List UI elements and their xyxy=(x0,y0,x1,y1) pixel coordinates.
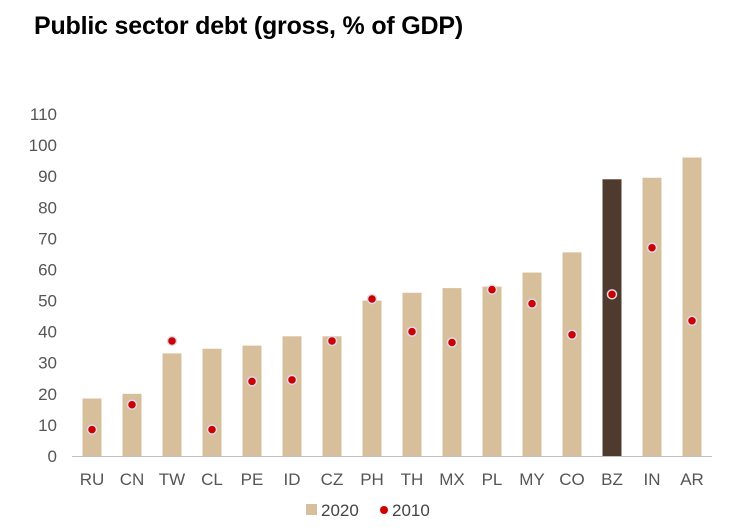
legend-swatch-2020 xyxy=(306,504,317,515)
legend-swatch-2010 xyxy=(380,506,388,514)
x-tick-label-pe: PE xyxy=(241,470,264,489)
bar-2020-th xyxy=(402,292,422,456)
chart-title: Public sector debt (gross, % of GDP) xyxy=(34,12,463,40)
x-tick-label-cl: CL xyxy=(201,470,223,489)
point-2010-mx xyxy=(446,337,458,348)
point-2010-cl xyxy=(206,424,218,435)
bars-2020 xyxy=(82,157,702,457)
y-tick-label: 90 xyxy=(38,167,57,186)
bar-2020-co xyxy=(562,252,582,456)
point-2010-my xyxy=(526,298,538,309)
y-tick-label: 40 xyxy=(38,323,57,342)
x-tick-label-id: ID xyxy=(284,470,301,489)
y-axis: 0 10 20 30 40 50 60 70 80 90 100 110 xyxy=(29,105,57,466)
x-tick-label-cz: CZ xyxy=(321,470,344,489)
y-tick-label: 50 xyxy=(38,292,57,311)
y-tick-label: 100 xyxy=(29,136,57,155)
point-2010-ar xyxy=(686,315,698,327)
x-tick-label-my: MY xyxy=(519,470,545,489)
x-tick-label-ar: AR xyxy=(680,470,704,489)
point-2010-cn xyxy=(126,399,138,410)
point-2010-th xyxy=(406,326,418,337)
y-tick-label: 110 xyxy=(30,105,57,124)
legend-label-2020: 2020 xyxy=(321,501,359,520)
point-2010-ph xyxy=(366,293,378,305)
legend: 2020 2010 xyxy=(306,501,430,520)
point-2010-tw xyxy=(166,335,178,347)
point-2010-co xyxy=(566,329,578,340)
bar-2020-pe xyxy=(242,345,262,456)
legend-label-2010: 2010 xyxy=(392,501,430,520)
y-tick-label: 30 xyxy=(38,354,57,373)
bar-2020-in xyxy=(642,177,662,456)
y-tick-label: 0 xyxy=(48,447,57,466)
bar-2020-mx xyxy=(442,288,462,456)
bar-2020-ph xyxy=(362,300,382,456)
y-tick-label: 80 xyxy=(38,198,57,217)
bar-2020-ar xyxy=(682,157,702,456)
bar-2020-cn xyxy=(122,393,142,456)
bar-2020-tw xyxy=(162,353,182,456)
bar-2020-cl xyxy=(202,348,222,456)
point-2010-in xyxy=(646,242,658,253)
bar-2020-pl xyxy=(482,286,502,456)
y-tick-label: 20 xyxy=(38,385,57,404)
point-2010-bz xyxy=(606,289,618,300)
y-tick-label: 10 xyxy=(38,416,57,435)
point-2010-cz xyxy=(326,335,338,347)
x-tick-label-ph: PH xyxy=(360,470,384,489)
x-tick-label-in: IN xyxy=(644,470,661,489)
bar-2020-id xyxy=(282,336,302,456)
bar-2020-bz xyxy=(602,179,622,457)
bar-2020-my xyxy=(522,272,542,456)
x-tick-label-th: TH xyxy=(401,470,424,489)
point-2010-pl xyxy=(486,284,498,295)
x-axis: RU CN TW CL PE ID CZ PH TH MX PL MY CO BZ IN AR xyxy=(72,456,712,489)
x-tick-label-mx: MX xyxy=(439,470,465,489)
point-2010-ru xyxy=(86,424,98,435)
y-tick-label: 70 xyxy=(38,229,57,248)
x-tick-label-pl: PL xyxy=(482,470,503,489)
x-tick-label-co: CO xyxy=(559,470,585,489)
x-tick-label-ru: RU xyxy=(80,470,105,489)
x-tick-label-cn: CN xyxy=(120,470,145,489)
point-2010-pe xyxy=(246,376,258,387)
points-2010 xyxy=(86,242,698,435)
y-tick-label: 60 xyxy=(38,260,57,279)
x-tick-label-bz: BZ xyxy=(601,470,623,489)
bar-2020-cz xyxy=(322,336,342,456)
x-tick-label-tw: TW xyxy=(159,470,185,489)
point-2010-id xyxy=(286,374,298,386)
